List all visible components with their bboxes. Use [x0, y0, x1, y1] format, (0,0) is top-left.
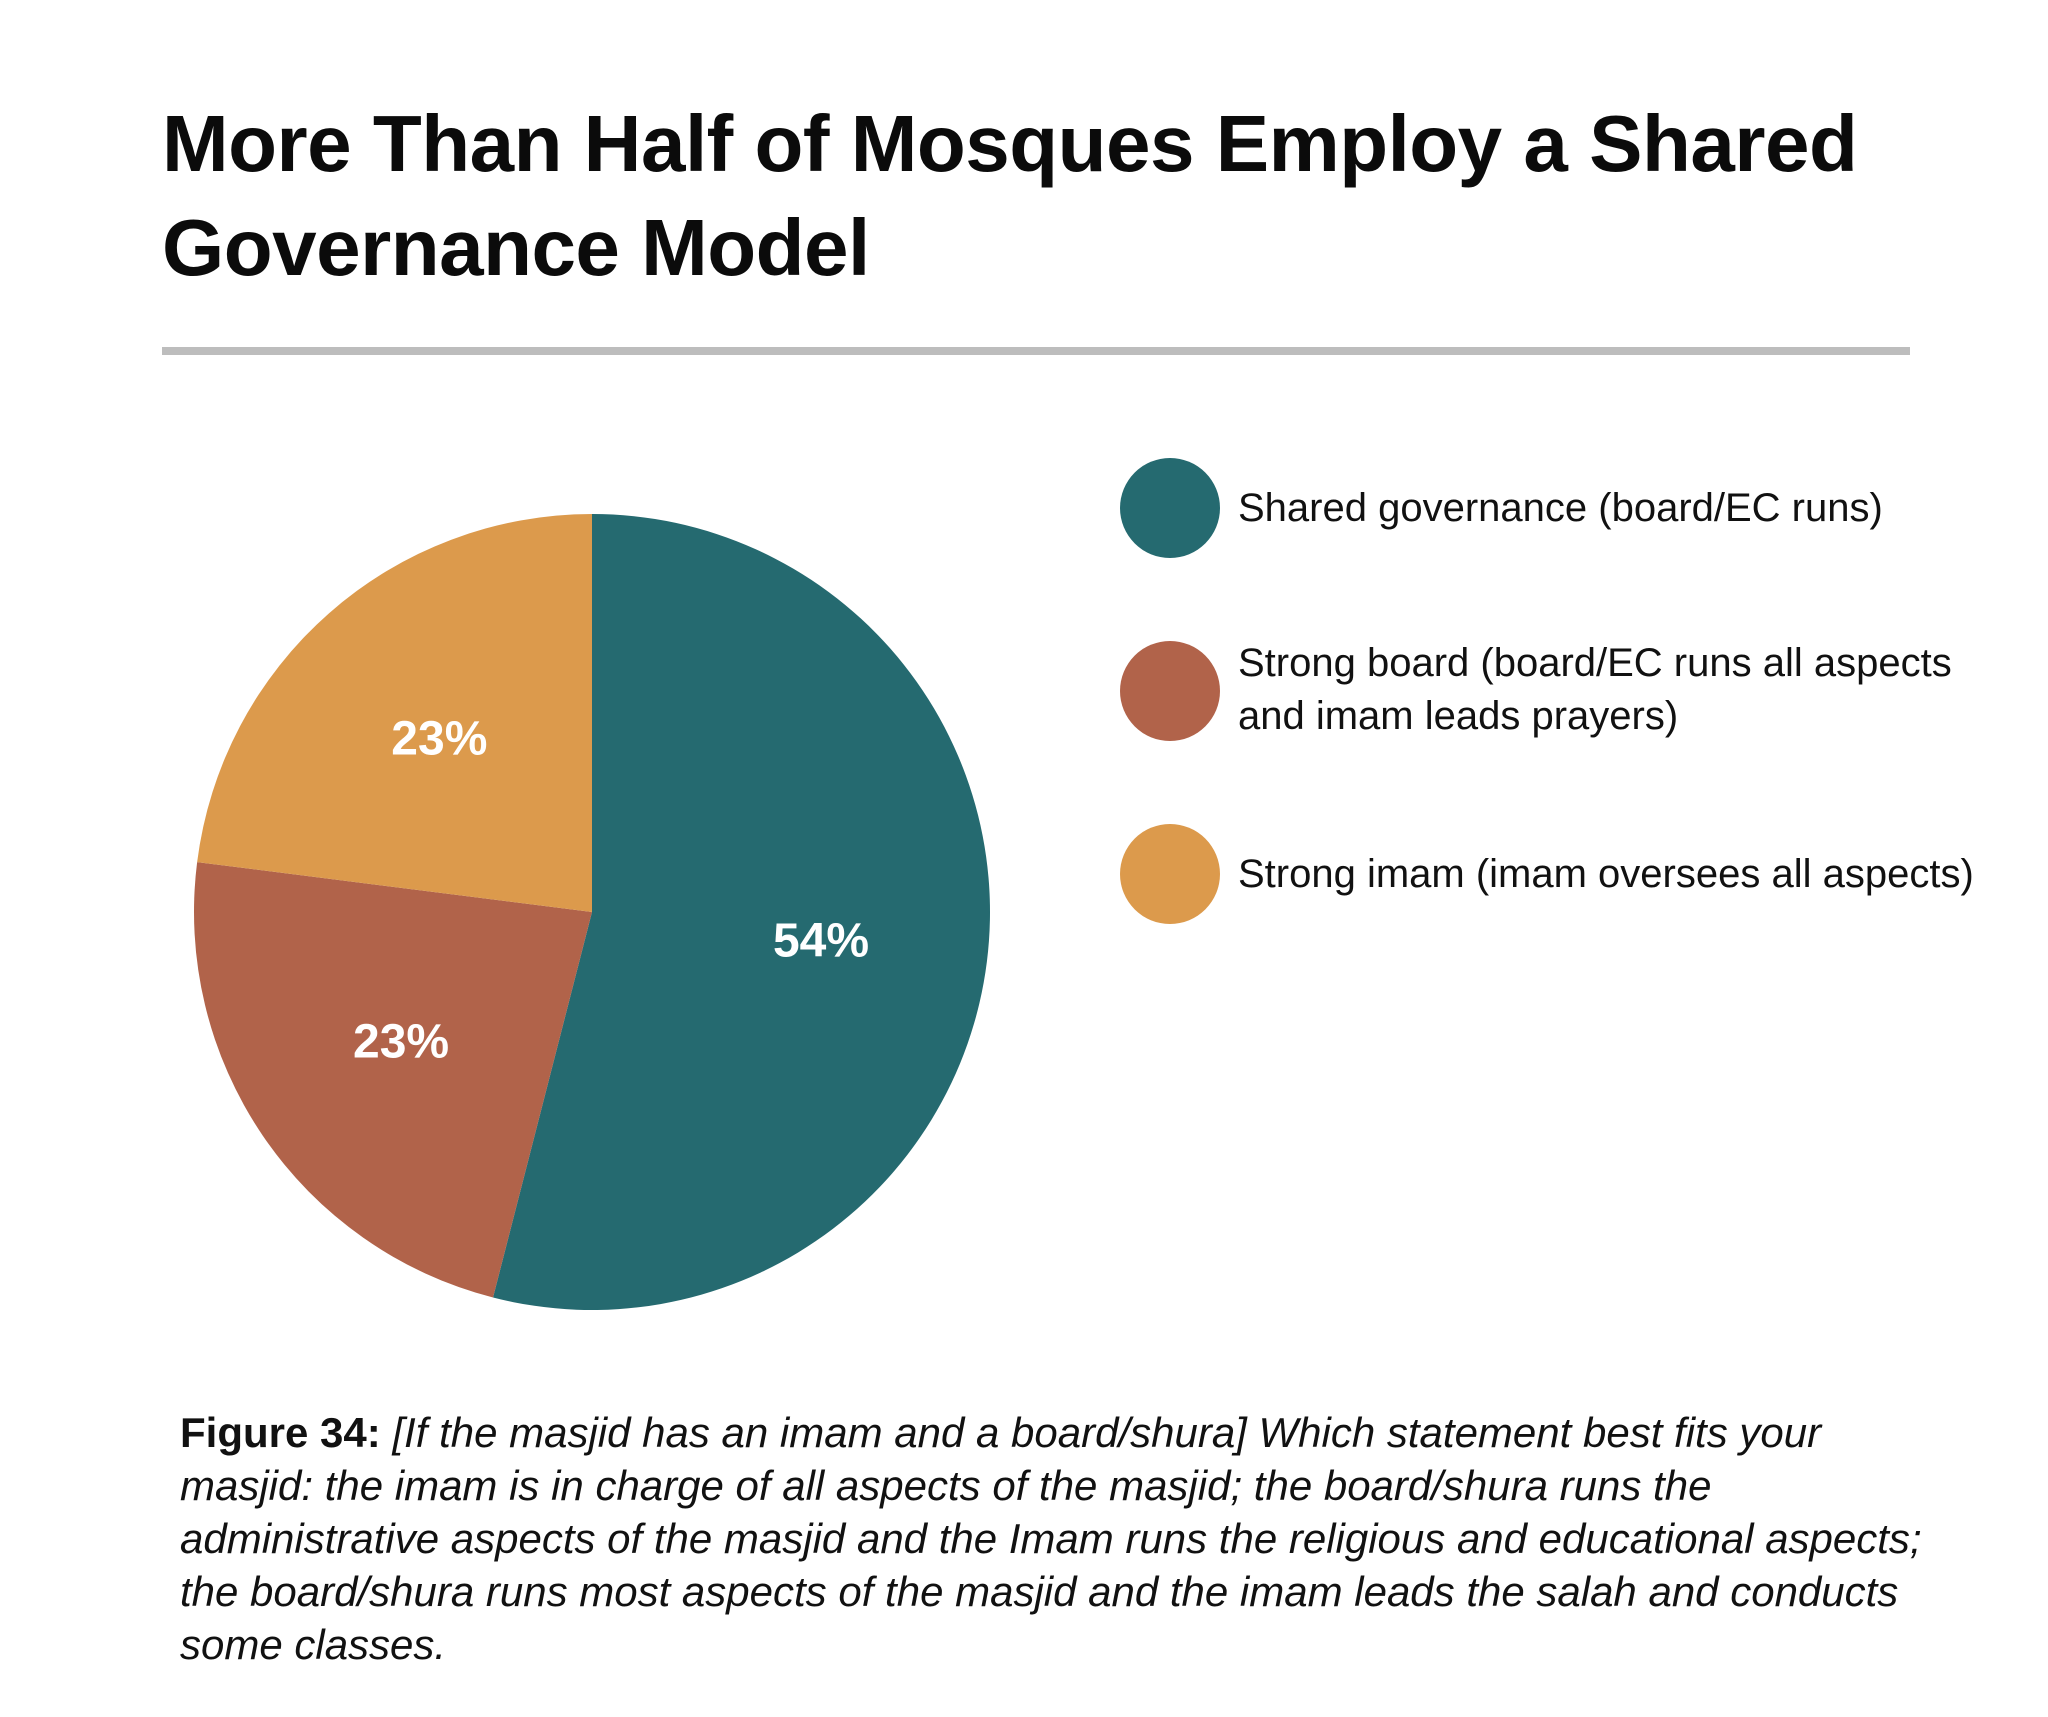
pie-slice-shared-governance — [493, 514, 991, 1310]
figure-caption: Figure 34: [If the masjid has an imam an… — [180, 1406, 1940, 1671]
legend-swatch-strong-imam — [1120, 824, 1220, 924]
figure-caption-text: [If the masjid has an imam and a board/s… — [180, 1409, 1922, 1668]
legend-item-strong-board: Strong board (board/EC runs all aspects … — [1120, 641, 2018, 743]
legend-swatch-shared-governance — [1120, 458, 1220, 558]
pie-slice-strong-board — [194, 862, 592, 1298]
legend-label: Strong board (board/EC runs all aspects … — [1238, 641, 1952, 738]
legend-item-shared-governance: Shared governance (board/EC runs) — [1120, 458, 2018, 558]
pie-data-label-strong-imam: 23% — [391, 712, 487, 765]
legend-swatch-strong-board — [1120, 641, 1220, 741]
legend-label: Shared governance (board/EC runs) — [1238, 485, 1883, 530]
figure-label: Figure 34: — [180, 1409, 381, 1456]
legend-item-strong-imam: Strong imam (imam oversees all aspects) — [1120, 824, 2018, 924]
chart-title: More Than Half of Mosques Employ a Share… — [162, 99, 1858, 292]
title-divider — [162, 347, 1910, 355]
pie-slice-strong-imam — [197, 514, 592, 912]
pie-data-label-strong-board: 23% — [353, 1015, 449, 1068]
pie-data-label-shared-governance: 54% — [773, 914, 869, 967]
legend-label: Strong imam (imam oversees all aspects) — [1238, 851, 1974, 896]
